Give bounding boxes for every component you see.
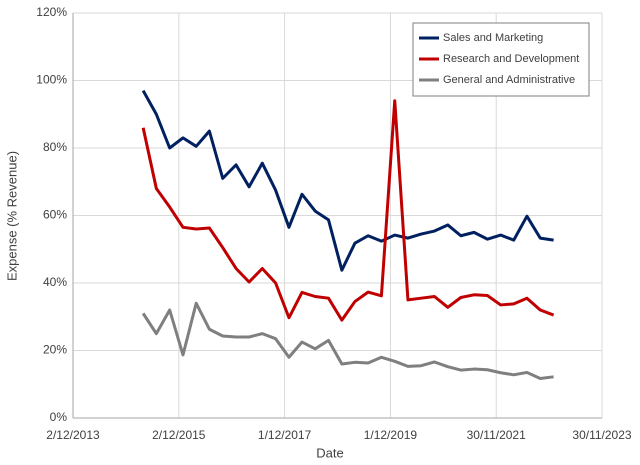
legend: Sales and Marketing Research and Developm… bbox=[412, 22, 590, 97]
x-axis-label: Date bbox=[316, 445, 343, 460]
series-line bbox=[141, 301, 554, 381]
legend-label: Research and Development bbox=[443, 53, 579, 65]
y-tick-label: 120% bbox=[36, 5, 67, 19]
x-tick-label: 30/11/2021 bbox=[467, 428, 526, 442]
legend-label: Sales and Marketing bbox=[443, 32, 543, 44]
y-tick-label: 40% bbox=[43, 275, 67, 289]
legend-label: General and Administrative bbox=[443, 74, 575, 86]
y-tick-label: 20% bbox=[43, 343, 67, 357]
x-tick-label: 30/11/2023 bbox=[572, 428, 631, 442]
x-tick-label: 1/12/2017 bbox=[258, 428, 312, 442]
y-tick-label: 100% bbox=[36, 73, 67, 87]
x-tick-label: 1/12/2019 bbox=[364, 428, 418, 442]
y-tick-label: 80% bbox=[43, 140, 67, 154]
legend-box bbox=[412, 22, 590, 97]
y-tick-label: 60% bbox=[43, 208, 67, 222]
x-tick-label: 2/12/2013 bbox=[46, 428, 100, 442]
series-line bbox=[141, 89, 554, 272]
y-axis-label: Expense (% Revenue) bbox=[4, 151, 19, 281]
series-line bbox=[141, 99, 555, 322]
y-tick-label: 0% bbox=[50, 410, 68, 424]
x-tick-label: 2/12/2015 bbox=[152, 428, 206, 442]
